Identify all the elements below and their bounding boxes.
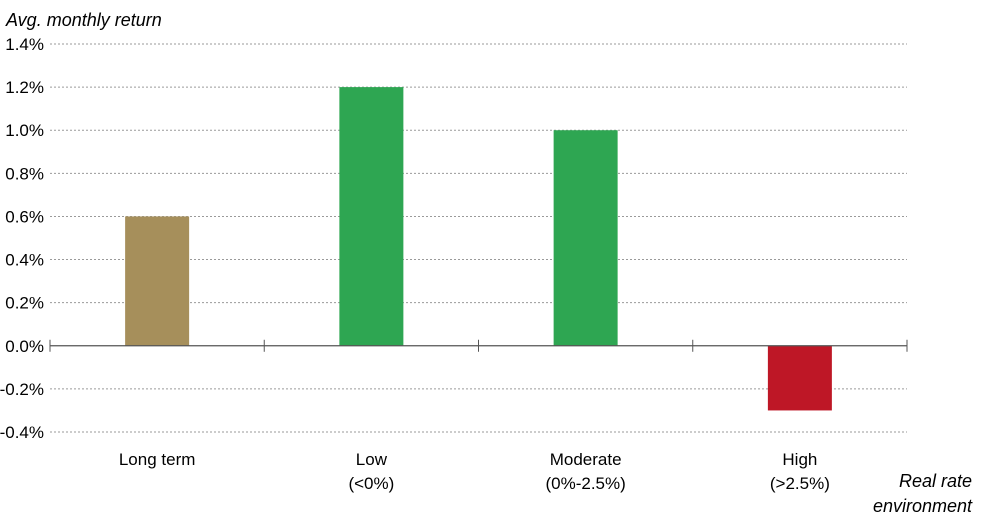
x-tick-label: Low (<0%) — [348, 450, 394, 493]
y-tick-labels: -0.4% -0.2% 0.0% 0.2% 0.4% 0.6% 0.8% 1.0% 1.2% 1.… — [0, 35, 44, 442]
y-tick-label: 1.2% — [5, 78, 44, 97]
x-tick-label: Long term — [119, 450, 196, 469]
y-tick-label: 1.4% — [5, 35, 44, 54]
x-axis-title: Real rate environment — [873, 471, 973, 516]
bar — [125, 216, 190, 346]
y-tick-label: 1.0% — [5, 121, 44, 140]
y-tick-label: 0.8% — [5, 164, 44, 183]
x-axis — [49, 339, 908, 352]
x-tick-labels: Long term Low (<0%) Moderate (0%-2.5%) High (>… — [119, 450, 830, 493]
y-tick-label: 0.2% — [5, 294, 44, 313]
y-axis-title: Avg. monthly return — [5, 10, 162, 30]
bar — [767, 345, 832, 411]
bar — [339, 87, 404, 346]
y-tick-label: 0.0% — [5, 337, 44, 356]
y-tick-label: 0.4% — [5, 251, 44, 270]
y-tick-label: -0.2% — [0, 380, 44, 399]
y-tick-label: -0.4% — [0, 423, 44, 442]
gridlines — [50, 43, 907, 433]
bar — [553, 130, 618, 346]
x-tick-label: High (>2.5%) — [770, 450, 830, 493]
x-tick-label: Moderate (0%-2.5%) — [545, 450, 625, 493]
bars — [125, 87, 832, 411]
y-tick-label: 0.6% — [5, 207, 44, 226]
